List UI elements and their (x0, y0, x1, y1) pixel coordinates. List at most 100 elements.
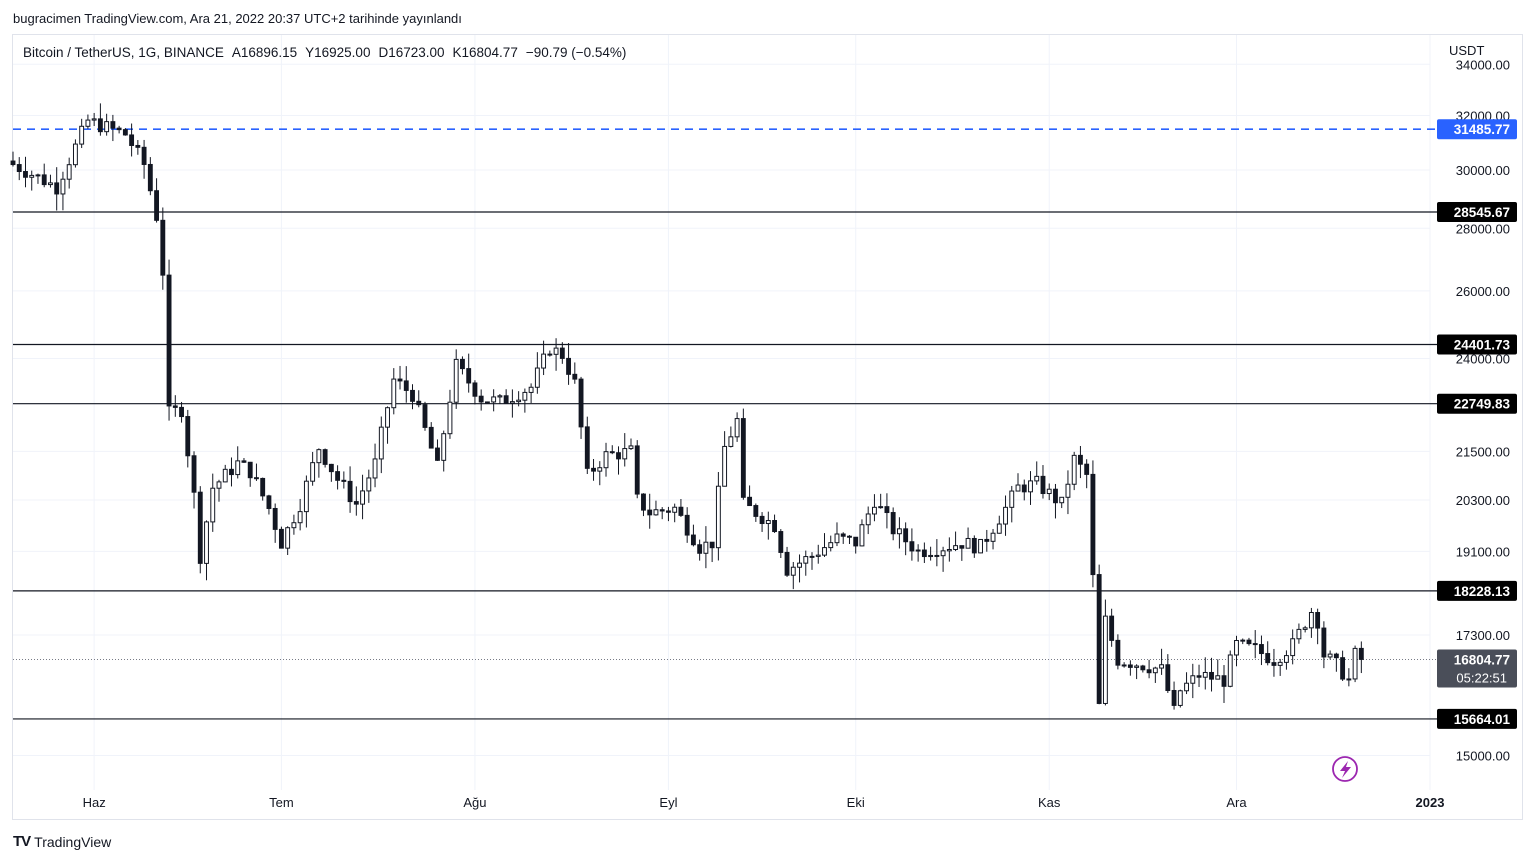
candle[interactable] (466, 353, 472, 393)
candle[interactable] (641, 493, 646, 517)
candle[interactable] (303, 475, 309, 528)
candle[interactable] (634, 440, 640, 499)
candle[interactable] (1340, 650, 1346, 681)
candle[interactable] (316, 448, 322, 478)
candle[interactable] (147, 157, 153, 196)
candle[interactable] (703, 526, 709, 569)
candle[interactable] (946, 537, 952, 562)
candle[interactable] (1177, 689, 1183, 708)
candle[interactable] (1021, 479, 1027, 501)
candle[interactable] (416, 390, 422, 408)
last-price-label[interactable]: 16804.77 05:22:51 (1437, 649, 1517, 688)
candle[interactable] (1003, 495, 1008, 536)
candle[interactable] (921, 542, 927, 563)
candle[interactable] (890, 507, 896, 541)
candle[interactable] (1259, 635, 1264, 666)
candle[interactable] (260, 477, 266, 501)
candle[interactable] (291, 514, 297, 535)
candle[interactable] (197, 486, 203, 574)
candle[interactable] (410, 384, 415, 410)
candle[interactable] (10, 151, 16, 167)
lightning-bolt-icon[interactable] (1332, 756, 1358, 782)
candle[interactable] (110, 114, 116, 142)
level-price-label[interactable]: 15664.01 (1437, 708, 1517, 729)
candle[interactable] (1321, 621, 1327, 669)
candle[interactable] (503, 389, 509, 404)
candle[interactable] (1127, 660, 1133, 676)
candle[interactable] (385, 406, 390, 444)
candle[interactable] (1221, 665, 1227, 703)
candle[interactable] (697, 539, 703, 561)
candle[interactable] (747, 485, 753, 507)
candle[interactable] (734, 412, 740, 442)
candle[interactable] (328, 463, 334, 482)
candle[interactable] (172, 395, 178, 417)
candle[interactable] (878, 493, 884, 509)
candle[interactable] (1109, 608, 1115, 647)
candle[interactable] (1065, 470, 1071, 515)
candle[interactable] (815, 544, 821, 564)
candle[interactable] (216, 479, 222, 502)
candle[interactable] (116, 125, 122, 134)
candle[interactable] (809, 552, 815, 570)
candle[interactable] (104, 113, 110, 136)
candle[interactable] (79, 118, 85, 149)
candle[interactable] (335, 465, 341, 490)
candle[interactable] (1077, 445, 1083, 479)
candle[interactable] (241, 458, 247, 463)
candle[interactable] (603, 442, 609, 477)
candle[interactable] (859, 519, 865, 547)
candle[interactable] (1308, 607, 1314, 638)
candle[interactable] (35, 173, 41, 184)
candle[interactable] (447, 389, 453, 439)
candle[interactable] (1059, 496, 1065, 509)
candle[interactable] (553, 338, 559, 371)
candle[interactable] (740, 408, 746, 500)
candle[interactable] (728, 426, 734, 448)
candle[interactable] (622, 433, 628, 467)
candle[interactable] (522, 388, 528, 413)
candle[interactable] (1202, 657, 1208, 690)
candle[interactable] (60, 171, 66, 211)
candle[interactable] (647, 493, 653, 529)
candle[interactable] (516, 391, 522, 407)
candle[interactable] (1352, 645, 1358, 683)
candle[interactable] (572, 362, 578, 384)
candle[interactable] (141, 139, 147, 179)
candle[interactable] (865, 506, 871, 535)
candle[interactable] (928, 546, 934, 561)
candle[interactable] (678, 498, 684, 517)
candle[interactable] (547, 350, 553, 357)
candle[interactable] (1302, 625, 1308, 633)
candle[interactable] (597, 461, 603, 486)
candle[interactable] (366, 469, 372, 503)
candle[interactable] (322, 448, 328, 468)
candle[interactable] (491, 389, 497, 412)
candle[interactable] (915, 544, 921, 562)
level-price-label[interactable]: 18228.13 (1437, 580, 1517, 601)
candle[interactable] (403, 366, 409, 403)
candle[interactable] (684, 507, 690, 543)
candle[interactable] (1277, 658, 1283, 676)
candle[interactable] (953, 531, 959, 552)
candle[interactable] (1115, 634, 1121, 670)
candle[interactable] (709, 541, 715, 563)
candle[interactable] (591, 458, 596, 481)
candle[interactable] (204, 520, 209, 581)
candle[interactable] (1346, 668, 1352, 687)
candle[interactable] (559, 342, 565, 364)
candle[interactable] (584, 416, 590, 474)
candle[interactable] (422, 401, 428, 431)
candle[interactable] (896, 517, 902, 549)
candle[interactable] (472, 380, 478, 405)
candle[interactable] (285, 526, 291, 555)
candle[interactable] (628, 438, 634, 451)
candle[interactable] (191, 451, 197, 509)
candle[interactable] (210, 473, 216, 532)
candle[interactable] (478, 389, 484, 411)
level-price-label[interactable]: 28545.67 (1437, 201, 1517, 222)
candle[interactable] (54, 167, 60, 211)
candle[interactable] (1090, 460, 1096, 588)
candle[interactable] (541, 340, 547, 376)
candle[interactable] (29, 170, 35, 191)
